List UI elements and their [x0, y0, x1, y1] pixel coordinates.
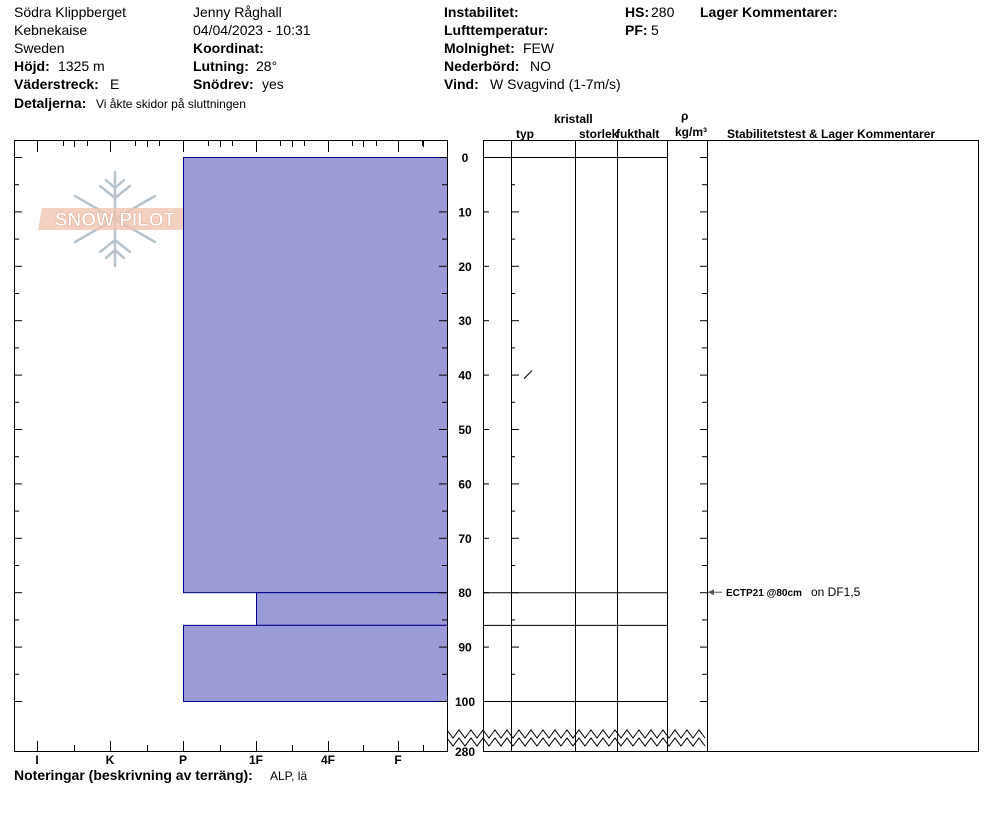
- hardness-tick-label: F: [394, 753, 401, 767]
- wind-loading-label: Snödrev:: [193, 76, 254, 92]
- hs-label: HS:: [625, 4, 650, 20]
- notes-value: ALP, lä: [270, 769, 308, 783]
- density-unit: kg/m³: [675, 125, 708, 139]
- stability-panel-frame: [707, 140, 979, 752]
- snow-pilot-logo: SNOW PILOT: [38, 170, 195, 268]
- hardness-plot-frame: [14, 140, 448, 752]
- size-header: storlek: [579, 127, 619, 141]
- location-name: Södra Klippberget: [14, 4, 127, 20]
- crystal-table-frame: [483, 140, 708, 752]
- depth-tick-labels: 0 10 20 30 40 50 60 70 80 90 100 280: [455, 151, 475, 759]
- depth-tick-label: 0: [462, 151, 469, 165]
- logo-banner: [38, 208, 195, 230]
- mountain-range: Kebnekaise: [14, 22, 88, 38]
- layer-comments-label: Lager Kommentarer:: [700, 4, 838, 20]
- snow-layer: [183, 624, 448, 703]
- depth-tick-label: 40: [458, 369, 472, 383]
- hardness-tick-label: 4F: [321, 753, 335, 767]
- snow-layer: [256, 592, 448, 626]
- details-label: Detaljerna:: [14, 95, 87, 111]
- zigzag-line: [446, 729, 706, 739]
- notes-label: Noteringar (beskrivning av terräng):: [14, 767, 253, 783]
- hardness-tick-label: K: [106, 753, 115, 767]
- stability-test-marker: ECTP21 @80cm on DF1,5: [708, 585, 861, 599]
- hs-value: 280: [651, 4, 675, 20]
- depth-tick-label: 90: [458, 641, 472, 655]
- elevation-value: 1325 m: [58, 58, 105, 74]
- depth-tick-label: 80: [458, 586, 472, 600]
- depth-tick-label: 10: [458, 205, 472, 219]
- crystal-header: kristall: [554, 112, 593, 126]
- precip-label: Nederbörd:: [444, 58, 520, 74]
- sky-value: FEW: [523, 40, 555, 56]
- observation-datetime: 04/04/2023 - 10:31: [193, 22, 311, 38]
- zigzag-line: [446, 737, 706, 747]
- depth-tick-label: 30: [458, 314, 472, 328]
- layers-group: [183, 157, 448, 703]
- depth-tick-label: 70: [458, 532, 472, 546]
- slope-value: 28°: [256, 58, 278, 74]
- stability-arrow-head: [708, 589, 714, 596]
- snow-layer: [183, 157, 448, 594]
- axis-break-zigzag: [446, 729, 706, 747]
- hardness-tick-label: I: [35, 753, 38, 767]
- wind-value: W Svagvind (1-7m/s): [490, 76, 621, 92]
- aspect-label: Väderstreck:: [14, 76, 99, 92]
- coordinate-label: Koordinat:: [193, 40, 264, 56]
- precip-value: NO: [530, 58, 551, 74]
- table-depth-ticks: [483, 157, 707, 702]
- wind-label: Vind:: [444, 76, 479, 92]
- elevation-label: Höjd:: [14, 58, 50, 74]
- depth-tick-label: 100: [455, 695, 475, 709]
- instability-label: Instabilitet:: [444, 4, 519, 20]
- aspect-value: E: [110, 76, 120, 92]
- depth-bottom-label: 280: [455, 745, 475, 759]
- observer-name: Jenny Råghall: [193, 4, 282, 20]
- density-symbol: ρ: [681, 109, 689, 123]
- sky-label: Molnighet:: [444, 40, 515, 56]
- details-value: Vi åkte skidor på sluttningen: [96, 97, 246, 111]
- stability-test-comment: on DF1,5: [811, 585, 861, 599]
- crystal-form-symbol: [523, 370, 533, 379]
- country: Sweden: [14, 40, 65, 56]
- depth-tick-label: 60: [458, 477, 472, 491]
- type-header: typ: [516, 127, 534, 141]
- air-temp-label: Lufttemperatur:: [444, 22, 549, 38]
- stability-test-label: ECTP21 @80cm: [726, 588, 802, 599]
- pf-value: 5: [651, 22, 659, 38]
- logo-text: SNOW PILOT: [55, 210, 176, 231]
- hardness-tick-label: 1F: [249, 753, 263, 767]
- hardness-tick-labels: I K P 1F 4F F: [35, 753, 401, 767]
- hardness-ticks: [14, 140, 447, 751]
- hardness-tick-label: P: [179, 753, 187, 767]
- pf-label: PF:: [625, 22, 648, 38]
- stability-header: Stabilitetstest & Lager Kommentarer: [727, 127, 936, 141]
- wind-loading-value: yes: [262, 76, 284, 92]
- moisture-header: fukthalt: [616, 127, 660, 141]
- slope-label: Lutning:: [193, 58, 249, 74]
- depth-tick-label: 20: [458, 260, 472, 274]
- depth-tick-label: 50: [458, 423, 472, 437]
